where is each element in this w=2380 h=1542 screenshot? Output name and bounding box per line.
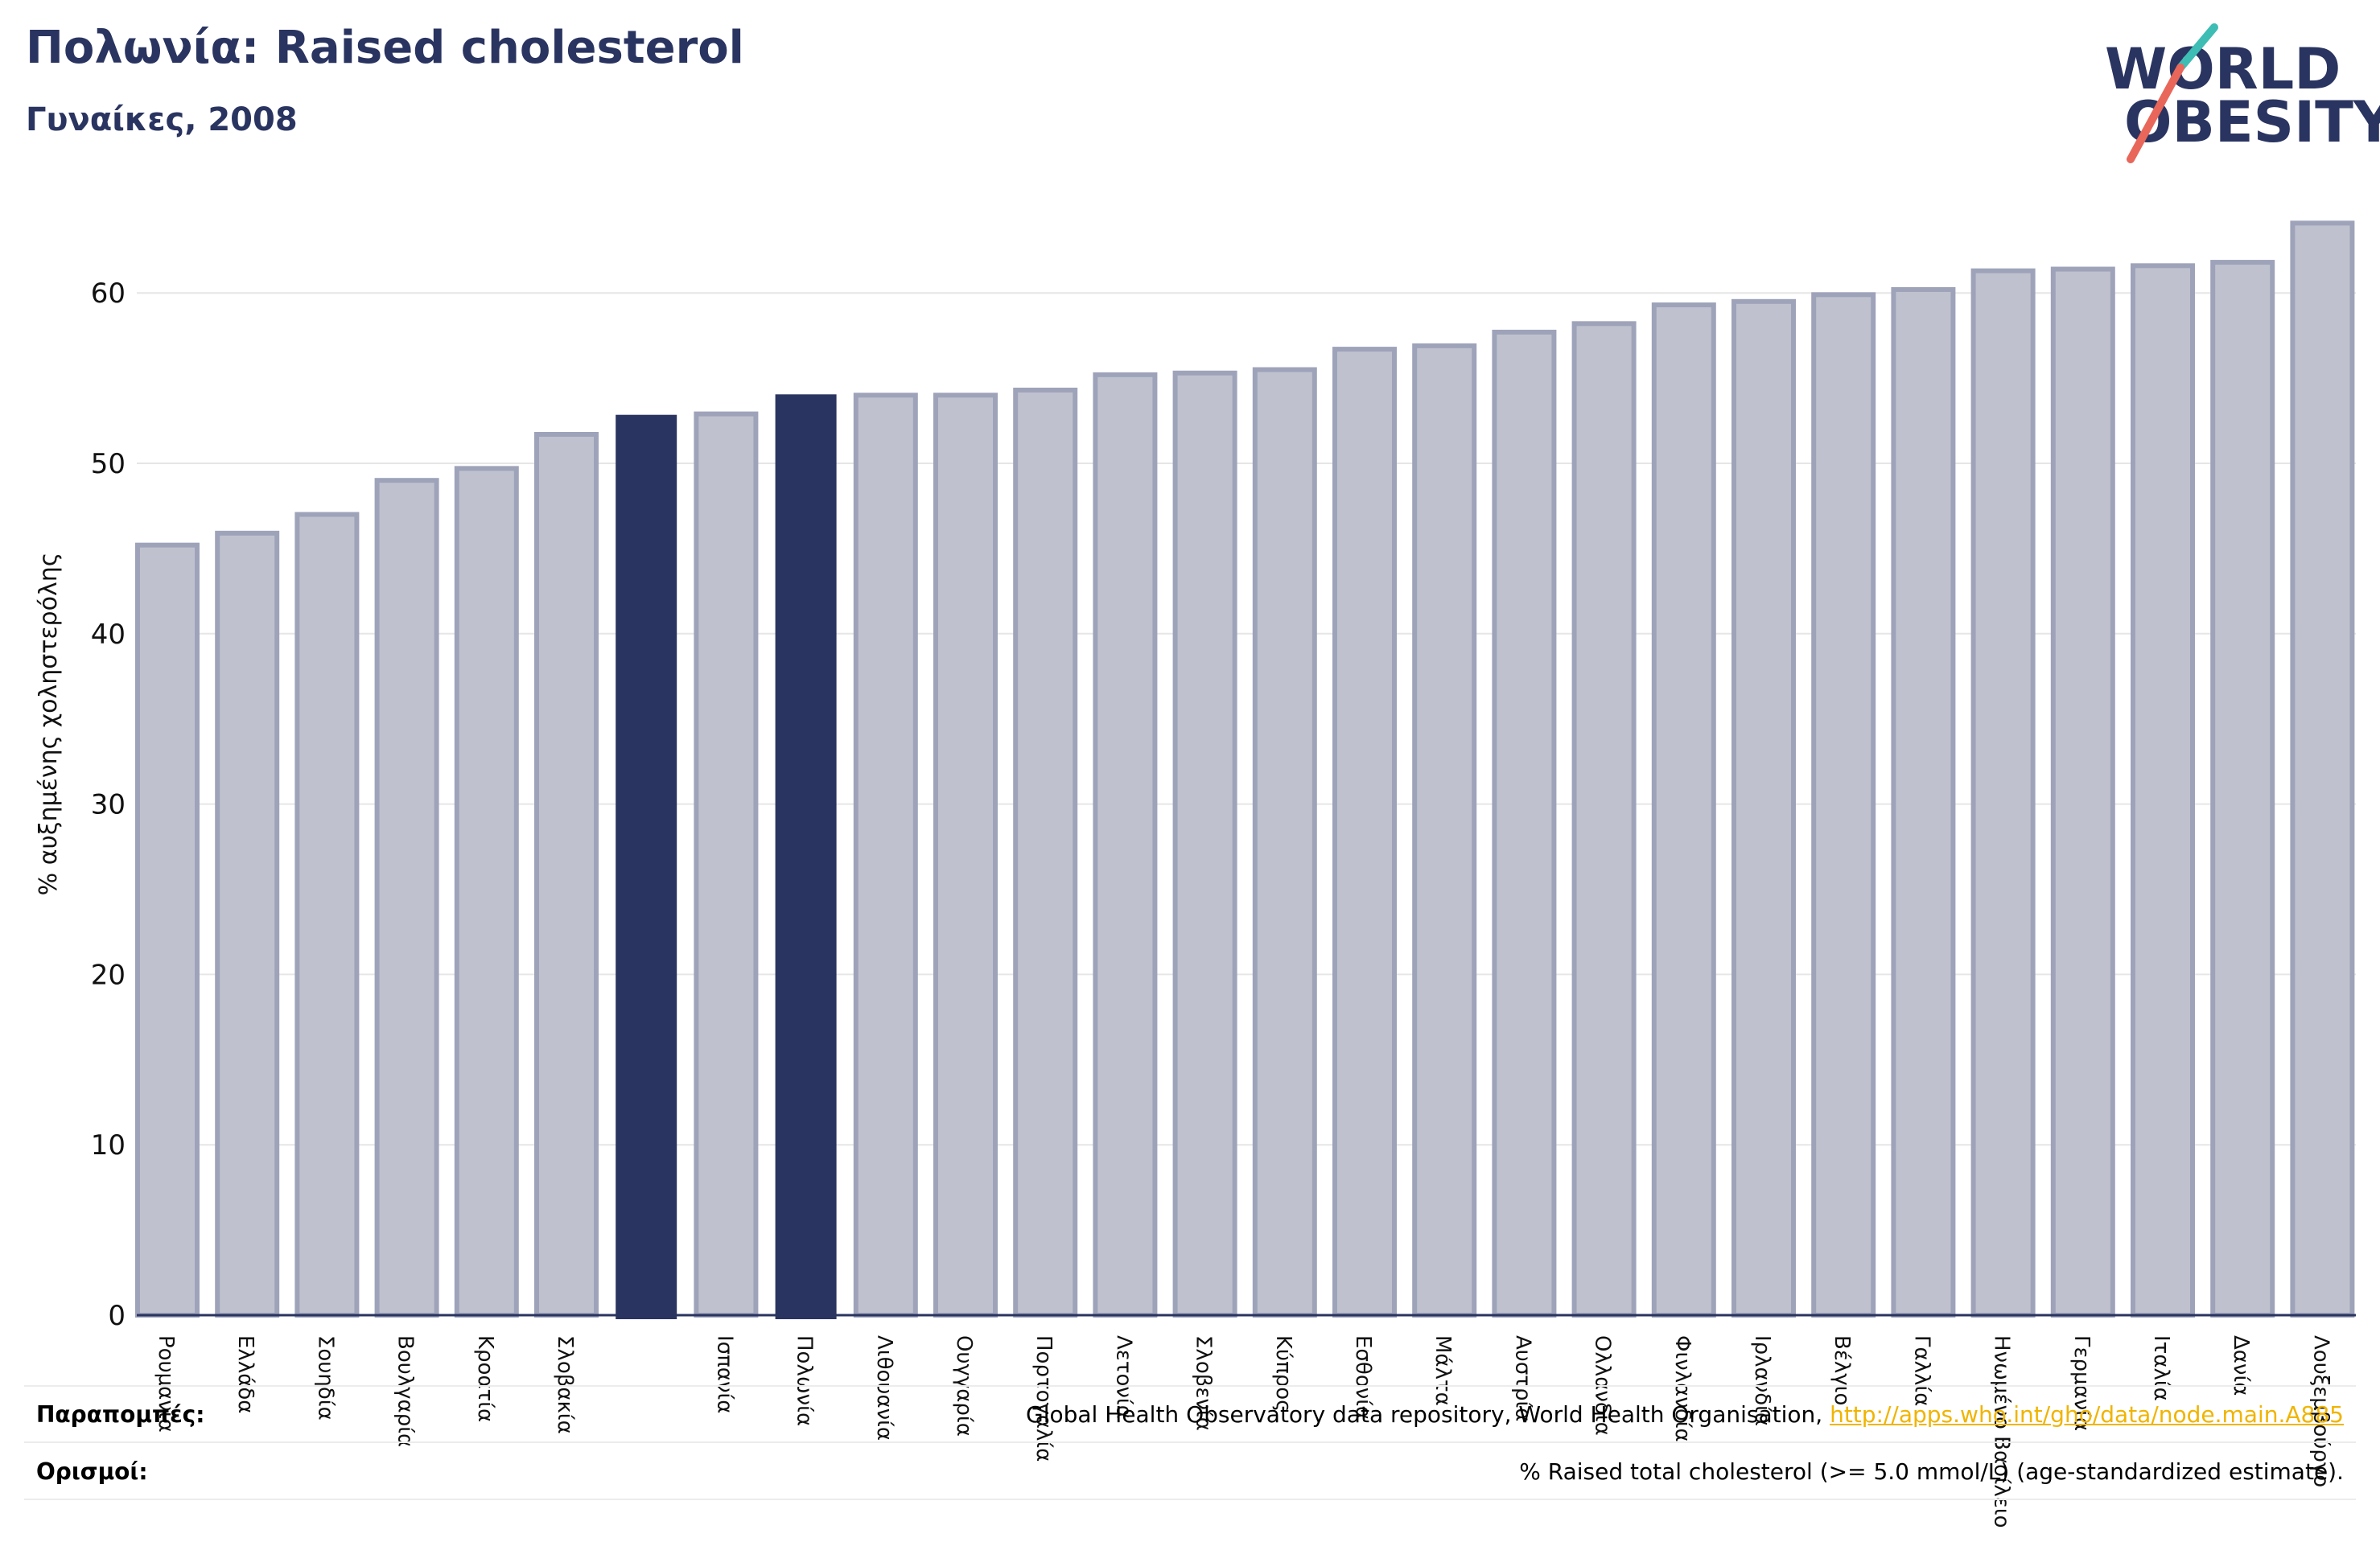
bar <box>2131 263 2195 1318</box>
definitions-text: % Raised total cholesterol (>= 5.0 mmol/… <box>1519 1458 2344 1485</box>
bar <box>1891 286 1956 1318</box>
x-axis-labels: Ρουμανία Ελλάδα Σουηδία Βουλγαρία Κροατία Σλο… <box>154 1335 2333 1528</box>
references-text: Global Health Observatory data repositor… <box>1026 1401 2344 1428</box>
y-axis-label: % αυξημένης χοληστερόλης <box>35 553 63 896</box>
bar <box>2050 266 2115 1318</box>
bar <box>694 411 759 1318</box>
x-tick-label: Δανία <box>2229 1335 2253 1396</box>
x-tick-label: Φινλανδία <box>1670 1335 1694 1442</box>
x-tick-label: Λετονία <box>1111 1335 1135 1419</box>
footer-rule-top <box>24 1385 2356 1387</box>
bar <box>1651 302 1716 1318</box>
bar <box>374 478 439 1318</box>
page-title: Πολωνία: Raised cholesterol <box>26 22 744 74</box>
x-tick-label: Βουλγαρία <box>393 1335 418 1447</box>
bar <box>616 414 677 1319</box>
bar <box>454 466 519 1318</box>
bar <box>853 393 918 1318</box>
x-tick-label: Βέλγιο <box>1830 1335 1854 1405</box>
x-tick-label: Ηνωμένο Βασίλειο <box>1990 1335 2014 1528</box>
definitions-label: Ορισμοί: <box>36 1458 148 1485</box>
bar <box>1492 329 1557 1318</box>
y-tick-label: 60 <box>91 278 126 310</box>
x-tick-label: Σουηδία <box>313 1335 337 1421</box>
bar <box>2210 260 2275 1318</box>
x-tick-label: Ελλάδα <box>233 1335 257 1413</box>
x-tick-label: Κροατία <box>473 1335 497 1422</box>
x-tick-label: Λουξεμβούργο <box>2308 1335 2333 1487</box>
bar <box>1332 347 1397 1318</box>
bar <box>215 530 280 1318</box>
world-obesity-logo: WORLD OBESITY <box>2105 23 2380 163</box>
y-tick-label: 0 <box>108 1300 126 1332</box>
bar <box>2290 220 2355 1318</box>
bar <box>1252 367 1317 1318</box>
x-tick-label: Λιθουανία <box>872 1335 896 1441</box>
references-source: Global Health Observatory data repositor… <box>1026 1401 1830 1428</box>
page-subtitle: Γυναίκες, 2008 <box>26 101 298 138</box>
bar <box>1571 321 1637 1318</box>
x-tick-label: Σλοβενία <box>1192 1335 1216 1431</box>
x-tick-label: Γερμανία <box>2069 1335 2094 1431</box>
references-label: Παραπομπές: <box>36 1401 205 1428</box>
bar <box>294 512 360 1318</box>
bar <box>1811 292 1876 1318</box>
y-tick-label: 30 <box>91 789 126 821</box>
bar <box>534 431 599 1318</box>
x-tick-label: Ιρλανδία <box>1750 1335 1774 1426</box>
y-tick-label: 40 <box>91 619 126 651</box>
y-tick-label: 10 <box>91 1129 126 1162</box>
bars <box>135 220 2355 1319</box>
x-tick-label: Ιταλία <box>2149 1335 2173 1401</box>
y-axis-ticks: 0 10 20 30 40 50 60 <box>91 278 126 1332</box>
x-tick-label: Πολωνία <box>793 1335 817 1426</box>
x-tick-label: Κύπρος <box>1271 1335 1295 1412</box>
bar <box>1412 343 1477 1318</box>
x-tick-label: Γαλλία <box>1909 1335 1933 1406</box>
logo-line1: WORLD <box>2105 36 2341 102</box>
x-tick-label: Εσθονία <box>1351 1335 1375 1420</box>
y-tick-label: 20 <box>91 959 126 991</box>
bar <box>1172 370 1237 1318</box>
x-tick-label: Μάλτα <box>1431 1335 1455 1406</box>
x-tick-label: Αυστρία <box>1510 1335 1534 1421</box>
x-tick-label: Ρουμανία <box>154 1335 178 1433</box>
x-tick-label: Σλοβακία <box>553 1335 577 1434</box>
footer-rule-middle <box>24 1441 2356 1443</box>
bar <box>1093 372 1158 1318</box>
logo-slash-top-icon <box>2176 23 2218 72</box>
x-tick-label: Πορτογαλία <box>1031 1335 1056 1462</box>
logo-slash-bottom-icon <box>2127 64 2184 163</box>
footer-rule-bottom <box>24 1499 2356 1500</box>
bar <box>775 394 837 1319</box>
x-tick-label: Ισπανία <box>712 1335 736 1413</box>
bar <box>1970 268 2036 1318</box>
bar <box>135 542 200 1318</box>
bar <box>933 393 998 1318</box>
y-tick-label: 50 <box>91 448 126 480</box>
bar <box>1013 387 1078 1318</box>
bar <box>1731 298 1796 1318</box>
references-link[interactable]: http://apps.who.int/gho/data/node.main.A… <box>1830 1401 2344 1428</box>
